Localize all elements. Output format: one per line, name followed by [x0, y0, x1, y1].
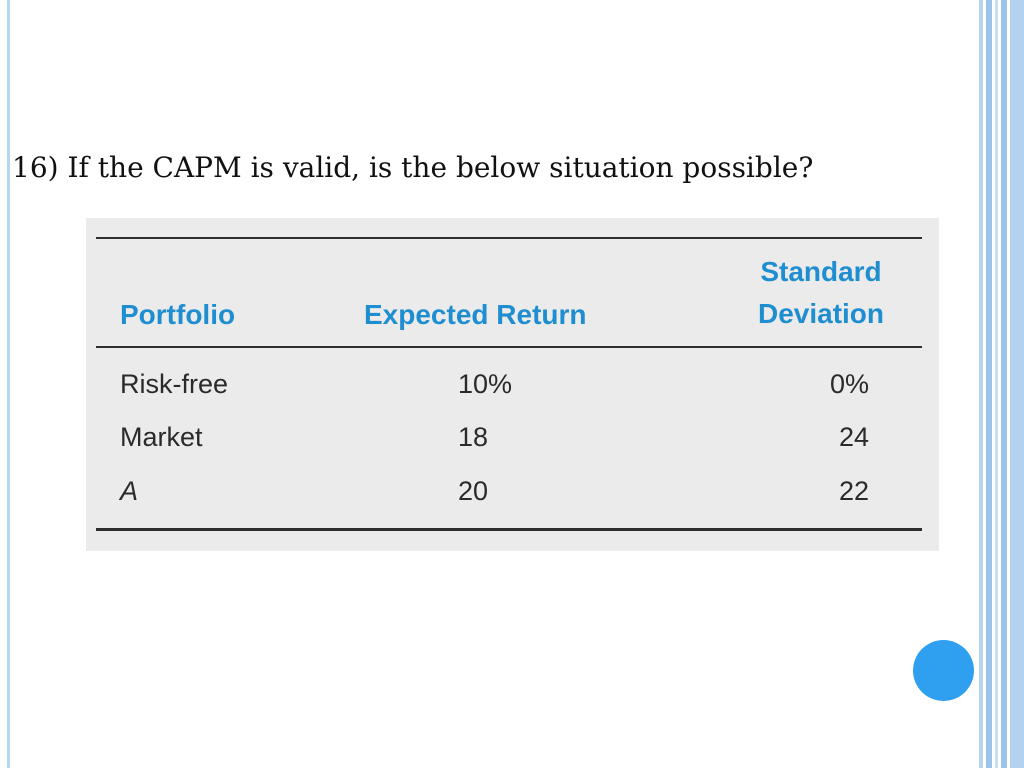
- header-portfolio: Portfolio: [120, 299, 236, 330]
- table-top-rule: [96, 237, 922, 239]
- cell-portfolio-risk-free: Risk-free: [120, 369, 229, 399]
- table-panel: [86, 218, 939, 551]
- cell-return-a: 20: [458, 476, 489, 506]
- header-sd-line1: Standard: [760, 256, 882, 287]
- header-expected-return: Expected Return: [364, 299, 587, 330]
- cell-sd-market: 24: [838, 422, 869, 452]
- right-frame-band: [986, 0, 992, 768]
- header-standard-deviation: Standard Deviation: [742, 251, 900, 335]
- cell-return-market: 18: [458, 422, 489, 452]
- circle-accent-button[interactable]: [913, 640, 974, 701]
- table-header-rule: [96, 346, 922, 348]
- table-bottom-rule: [96, 528, 922, 531]
- right-frame-band: [995, 0, 998, 768]
- cell-portfolio-a: A: [120, 476, 139, 506]
- cell-sd-risk-free: 0%: [829, 369, 869, 399]
- right-frame-band: [979, 0, 983, 768]
- header-sd-line2: Deviation: [757, 298, 885, 329]
- right-frame-band: [1001, 0, 1007, 768]
- right-frame-band: [1010, 0, 1024, 768]
- question-text: 16) If the CAPM is valid, is the below s…: [12, 151, 814, 184]
- cell-return-risk-free: 10%: [458, 369, 513, 399]
- cell-sd-a: 22: [838, 476, 869, 506]
- cell-portfolio-market: Market: [120, 422, 203, 452]
- left-frame-rule: [7, 0, 10, 768]
